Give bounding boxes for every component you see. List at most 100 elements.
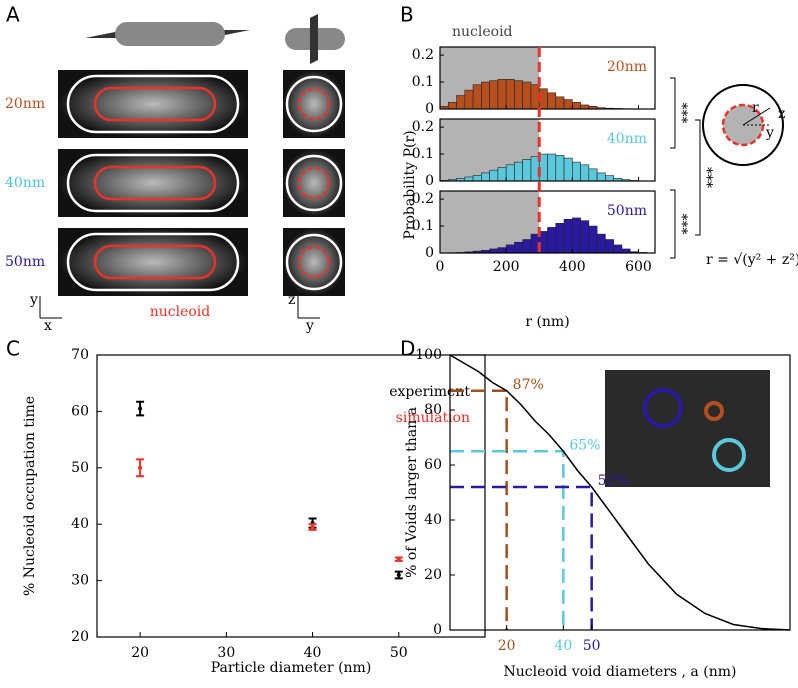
- bar: [522, 239, 532, 254]
- y-tick-label: 0: [425, 245, 434, 261]
- y-tick-label: 60: [71, 403, 89, 419]
- inset-image: [605, 370, 770, 487]
- bar: [563, 99, 573, 110]
- x-tick-label: 200: [493, 259, 520, 275]
- cell-outline: [285, 75, 343, 133]
- y-tick-label: 100: [415, 347, 442, 363]
- annotation: 87%: [513, 377, 544, 393]
- bar: [481, 81, 490, 110]
- y-tick-label: 20: [424, 567, 442, 583]
- nucleoid-outline: [297, 166, 331, 200]
- x-axis-label: Nucleoid void diameters , a (nm): [504, 664, 737, 680]
- y-tick-label: 40: [424, 512, 442, 528]
- significance: ***: [680, 103, 696, 124]
- bar: [621, 248, 631, 254]
- bar: [580, 220, 590, 254]
- bar: [572, 101, 581, 110]
- formula: r = √(y² + z²): [706, 252, 798, 268]
- plot-frame: [439, 118, 656, 182]
- micrograph: [58, 228, 248, 296]
- bar: [605, 175, 614, 182]
- point: [396, 572, 401, 577]
- y-axis-label: % of Voids larger than a: [404, 407, 420, 578]
- series-label: 20nm: [607, 59, 647, 75]
- series-label: 50nm: [607, 203, 647, 219]
- bar: [497, 79, 507, 110]
- bar: [505, 79, 515, 110]
- cell-3d: [115, 22, 225, 46]
- bar: [547, 227, 557, 254]
- point: [310, 525, 315, 530]
- nucleoid-outline: [93, 165, 217, 201]
- point: [396, 557, 401, 562]
- nucleoid-outline: [297, 245, 331, 279]
- size-label: 50nm: [5, 254, 45, 270]
- y-tick-label: 40: [71, 516, 89, 532]
- bar: [555, 223, 565, 254]
- x-tick-label: 40: [554, 638, 572, 654]
- nucleoid-outline: [297, 87, 331, 121]
- bar: [596, 233, 606, 254]
- size-label: 20nm: [5, 96, 45, 112]
- bar: [547, 92, 557, 110]
- y-tick-label: 0.2: [412, 47, 434, 63]
- y-tick-label: 0.2: [412, 191, 434, 207]
- cell-outline: [66, 232, 240, 292]
- void-circle: [643, 388, 683, 428]
- panel-letter: C: [6, 337, 20, 361]
- bar: [456, 95, 466, 110]
- y-tick-label: 50: [71, 460, 89, 476]
- series-label: 40nm: [607, 131, 647, 147]
- y-tick-label: 30: [71, 573, 89, 589]
- bar: [580, 104, 590, 110]
- annotation: 65%: [569, 437, 600, 453]
- radius-arrow: [742, 107, 771, 126]
- plot-frame: [449, 354, 791, 631]
- bar: [505, 164, 515, 182]
- micrograph: [58, 70, 248, 138]
- y-tick-label: 0: [425, 101, 434, 117]
- cell-outline: [285, 154, 343, 212]
- significance-bracket: [670, 189, 676, 259]
- x-axis-label: r (nm): [525, 314, 569, 330]
- y-tick-label: 0: [425, 173, 434, 189]
- x-tick-label: 20: [131, 645, 149, 661]
- micrograph: [283, 70, 345, 138]
- x-axis-label: Particle diameter (nm): [211, 660, 372, 676]
- axis-name: x: [44, 318, 52, 334]
- bar: [547, 153, 557, 182]
- axis-name: y: [29, 292, 38, 308]
- significance-bracket: [670, 77, 676, 149]
- bar: [514, 161, 523, 182]
- bar: [572, 161, 581, 182]
- cell-section: [702, 84, 784, 166]
- y-axis-label: Probability P(r): [402, 130, 418, 239]
- bar: [563, 219, 573, 254]
- bar: [481, 172, 490, 182]
- y-tick-label: 0.2: [412, 119, 434, 135]
- x-tick-label: 400: [559, 259, 586, 275]
- bar: [447, 101, 457, 110]
- bar: [489, 80, 499, 110]
- bar: [563, 157, 573, 182]
- bar: [522, 81, 532, 110]
- nucleoid-label: nucleoid: [150, 304, 211, 320]
- annotation: 52%: [598, 473, 629, 489]
- axis-name: y: [305, 318, 314, 334]
- bar: [472, 175, 482, 182]
- significance-bracket: [695, 119, 701, 236]
- cell-outline: [285, 233, 343, 291]
- panel-letter: D: [400, 337, 415, 361]
- bar: [522, 159, 532, 182]
- micrograph: [283, 149, 345, 217]
- panel-letter: A: [6, 3, 20, 27]
- plot-frame: [96, 354, 486, 638]
- plot-frame: [439, 46, 656, 110]
- y-tick-label: 80: [424, 402, 442, 418]
- schematic-label: z: [778, 106, 785, 122]
- y-tick-label: 0: [433, 622, 442, 638]
- bar: [572, 217, 581, 254]
- x-tick-label: 40: [304, 645, 322, 661]
- x-tick-label: 30: [217, 645, 235, 661]
- legend-entry: simulation: [396, 410, 470, 426]
